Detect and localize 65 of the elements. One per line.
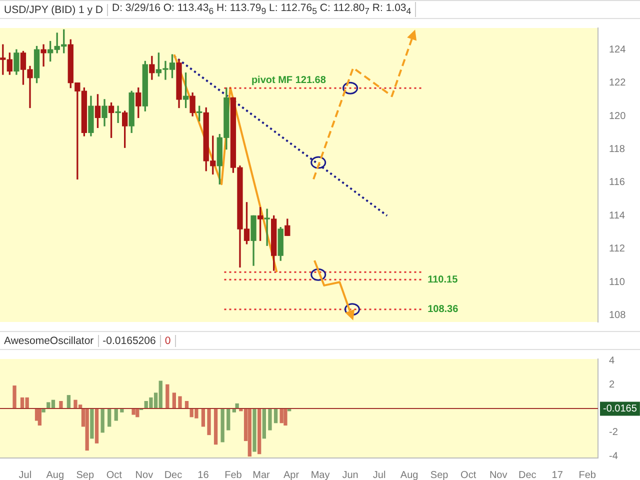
bar [90,408,94,439]
x-tick-label: Feb [224,470,242,480]
y-tick-label: 114 [609,210,626,222]
x-tick-label: 17 [552,470,564,480]
ref-line-label: 110.15 [428,274,458,286]
bar [166,384,170,409]
y-tick-label: 110 [609,276,626,288]
bar [252,408,256,452]
bar [66,395,71,409]
x-tick-label: Feb [578,470,596,480]
text: D: 3/29/16 O: 113.43$_{6}$ H: 113.79$_{9}$ L: 112.76$_{5}$ C: 112.80$_{7}$ R: 1.03$_{4}$ [112,2,412,17]
y-tick-label: 116 [609,177,626,188]
x-tick-label: Jun [342,470,358,480]
x-tick-label: Dec [518,470,536,480]
x-tick-label: Nov [489,470,508,480]
bar [172,392,176,409]
x-tick-label: Mar [252,470,271,480]
bar [214,408,218,445]
ref-line-label: 108.36 [428,304,459,316]
bar [226,408,230,430]
annotation: -0.0165 [603,403,638,414]
x-tick-label: Jul [372,470,386,480]
x-tick-label: Sep [76,470,94,480]
text: -0.0165206 [98,334,161,346]
bar [220,408,224,442]
bar [94,408,99,444]
bar [284,408,288,426]
bar [100,408,104,433]
y-tick-label: 124 [609,44,626,56]
x-tick-label: Sep [430,470,449,480]
text: 0 [160,334,176,346]
bar [114,408,118,421]
x-tick-label: Oct [106,470,122,480]
x-tick-label: Oct [460,470,476,480]
x-tick-label: Nov [135,470,154,480]
x-tick-label: Aug [400,470,418,480]
bar [178,396,182,409]
ref-line-label: pivot MF 121.68 [251,74,326,86]
chart-title: AwesomeOscillator [0,334,99,346]
x-tick-label: Dec [164,470,182,480]
y-tick-label: 108 [609,310,626,322]
bar [201,408,206,427]
x-tick-label: May [310,470,330,480]
x-tick-label: 16 [198,470,210,480]
bar [85,408,89,451]
y-tick-label: 2 [609,379,615,390]
bar [257,408,262,454]
chart-title: USD/JPY (BID) 1 y D [0,4,108,16]
y-tick-label: -2 [609,427,618,438]
bar [262,408,266,439]
x-tick-label: Apr [283,470,300,480]
bar [268,408,272,430]
y-tick-label: 4 [609,356,615,367]
y-tick-label: 112 [609,244,626,255]
bar [248,408,252,457]
bar [38,408,42,426]
bar [207,408,211,436]
y-tick-label: -4 [609,450,618,462]
x-tick-label: Aug [46,470,64,480]
x-tick-label: Jul [18,470,32,480]
bar [12,386,16,409]
y-tick-label: 118 [609,144,626,156]
bar [108,408,112,427]
y-tick-label: 120 [609,110,626,122]
y-tick-label: 122 [609,78,626,89]
